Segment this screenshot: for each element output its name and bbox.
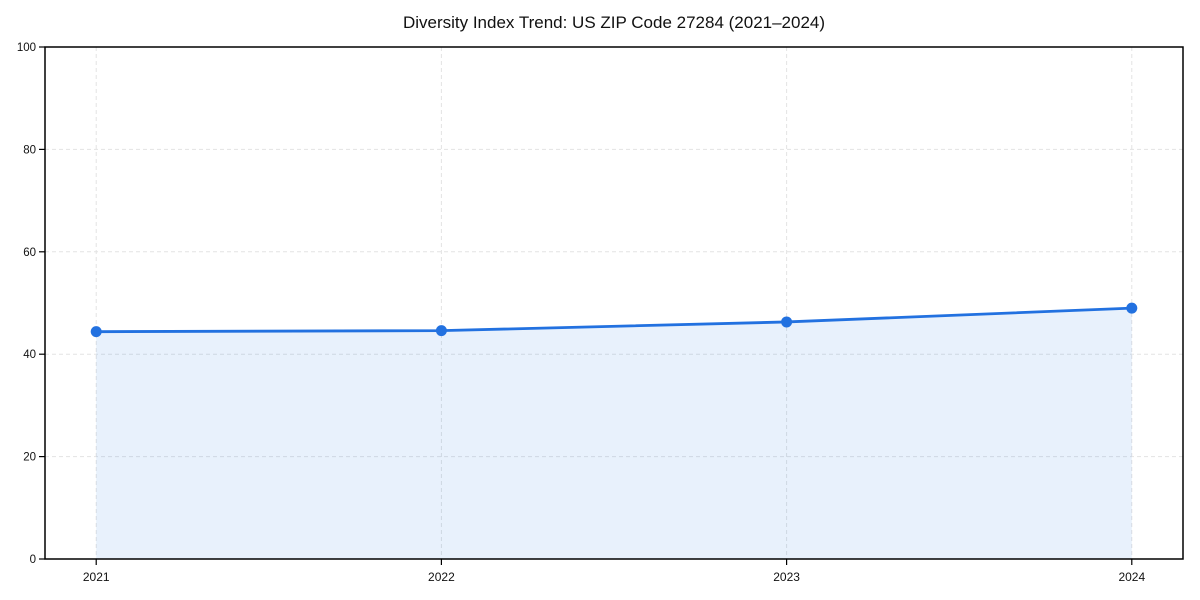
y-tick-label: 40: [23, 349, 36, 361]
x-tick-label: 2023: [773, 570, 800, 584]
x-tick-label: 2021: [83, 570, 110, 584]
trend-line: [94, 306, 1134, 334]
chart-title: Diversity Index Trend: US ZIP Code 27284…: [402, 13, 826, 32]
data-point: [435, 325, 447, 337]
data-point: [90, 326, 102, 338]
axes-frame: [44, 46, 1184, 560]
data-point: [1126, 302, 1138, 314]
y-tick-label: 60: [23, 247, 36, 259]
area-fill: [96, 308, 1132, 559]
y-tick-label: 20: [23, 452, 36, 464]
data-point: [781, 316, 793, 328]
y-tick-label: 0: [30, 554, 36, 566]
x-tick-label: 2022: [428, 570, 455, 584]
y-tick-label: 100: [17, 42, 36, 54]
y-tick-label: 80: [23, 144, 36, 156]
x-tick-label: 2024: [1118, 570, 1145, 584]
